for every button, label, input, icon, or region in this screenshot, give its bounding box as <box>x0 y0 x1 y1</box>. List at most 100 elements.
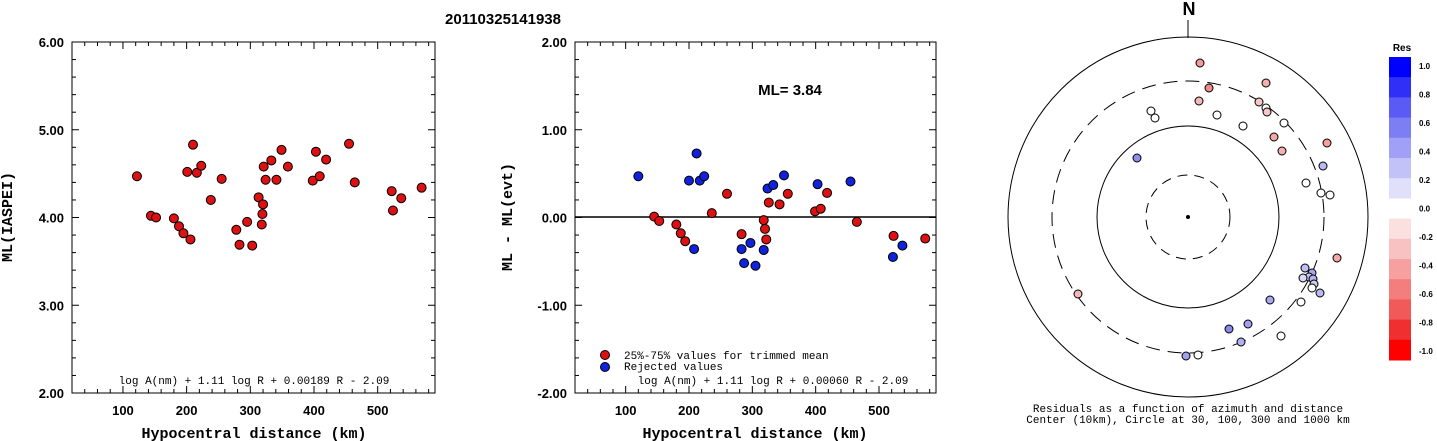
left-data-point <box>191 167 202 178</box>
middle-formula: log A(nm) + 1.11 log R + 0.00060 R - 2.0… <box>638 376 909 388</box>
colorbar-cell <box>1389 299 1411 321</box>
residual-accepted-point <box>851 216 862 227</box>
legend-blue-marker <box>600 362 610 372</box>
residual-rejected-point <box>897 240 908 251</box>
residual-rejected-point <box>812 179 823 190</box>
residual-rejected-point <box>758 244 769 255</box>
left-data-point <box>258 199 269 210</box>
colorbar-label: 0.2 <box>1419 176 1431 185</box>
left-data-point <box>257 208 268 219</box>
left-x-axis-label: Hypocentral distance (km) <box>141 426 366 441</box>
residual-accepted-point <box>888 230 899 241</box>
left-data-point <box>173 221 184 232</box>
left-data-point <box>396 193 407 204</box>
residual-accepted-point <box>920 233 931 244</box>
colorbar: Res 1.0 0.8 0.6 0.4 0.2 0.0 -0.2 -0.4 -0.6 -0.8 -1… <box>1389 43 1433 361</box>
colorbar-cell <box>1389 319 1411 341</box>
residual-rejected-point <box>745 237 756 248</box>
colorbar-label: 1.0 <box>1419 62 1431 71</box>
left-data-point <box>276 144 287 155</box>
station-residual-marker <box>1315 288 1325 298</box>
colorbar-cell <box>1389 137 1411 159</box>
colorbar-cell <box>1389 97 1411 119</box>
station-residual-marker <box>1332 253 1342 263</box>
colorbar-cell <box>1389 218 1411 240</box>
left-data-point <box>151 212 162 223</box>
colorbar-cell <box>1389 57 1411 78</box>
colorbar-label: -1.0 <box>1419 347 1433 356</box>
station-residual-marker <box>1298 273 1308 283</box>
middle-x-axis-label: Hypocentral distance (km) <box>642 426 867 441</box>
colorbar-label: 0.0 <box>1419 205 1431 214</box>
station-residual-marker <box>1262 107 1272 117</box>
ring-1000km <box>1007 36 1369 398</box>
station-residual-marker <box>1193 350 1203 360</box>
station-residual-marker <box>1224 324 1234 334</box>
colorbar-label: -0.2 <box>1419 233 1433 242</box>
legend-red-marker <box>600 350 610 360</box>
polar-points <box>1073 58 1342 361</box>
left-data-point <box>266 155 277 166</box>
station-residual-marker <box>1307 283 1317 293</box>
station-residual-marker <box>1296 297 1306 307</box>
station-residual-marker <box>1261 78 1271 88</box>
colorbar-labels: 1.0 0.8 0.6 0.4 0.2 0.0 -0.2 -0.4 -0.6 -0.8 -1.0 <box>1419 62 1433 356</box>
station-residual-marker <box>1204 83 1214 93</box>
left-formula: log A(nm) + 1.11 log R + 0.00189 R - 2.0… <box>119 376 390 388</box>
residual-rejected-point <box>736 244 747 255</box>
station-residual-marker <box>1276 331 1286 341</box>
left-panel: 6.00 5.00 4.00 3.00 2.00 100 200 300 400 500 ML(… <box>0 35 436 441</box>
ml-value-label: ML= 3.84 <box>758 82 822 99</box>
middle-points <box>633 148 931 271</box>
residual-accepted-point <box>675 228 686 239</box>
colorbar-label: -0.6 <box>1419 290 1433 299</box>
left-data-point <box>216 173 227 184</box>
colorbar-cells <box>1389 57 1411 361</box>
station-residual-marker <box>1132 153 1142 163</box>
left-ytick-label: 2.00 <box>39 386 64 401</box>
station-residual-marker <box>1236 337 1246 347</box>
left-data-point <box>188 139 198 150</box>
station-residual-marker <box>1181 351 1191 361</box>
left-ytick-label: 6.00 <box>39 35 64 50</box>
legend-blue-label: Rejected values <box>624 362 723 374</box>
left-data-point <box>271 174 282 185</box>
residual-rejected-point <box>750 260 761 271</box>
middle-xtick-label: 200 <box>678 403 700 418</box>
station-residual-marker <box>1150 113 1160 123</box>
residual-accepted-point <box>758 215 769 226</box>
colorbar-label: -0.8 <box>1419 319 1433 328</box>
residual-rejected-point <box>845 176 856 187</box>
residual-accepted-point <box>736 229 747 240</box>
left-xtick-label: 400 <box>303 403 325 418</box>
left-data-point <box>131 171 142 182</box>
residual-accepted-point <box>680 236 691 247</box>
colorbar-cell <box>1389 238 1411 260</box>
station-residual-marker <box>1212 110 1222 120</box>
left-data-point <box>196 160 207 171</box>
ring-100km <box>1096 125 1280 309</box>
middle-panel: 2.00 1.00 0.00 -1.00 -2.00 100 200 300 400 500 M… <box>500 35 937 441</box>
left-data-point <box>205 194 216 205</box>
residual-accepted-point <box>706 208 717 219</box>
colorbar-label: 0.8 <box>1419 91 1431 100</box>
left-data-point <box>387 205 398 216</box>
station-residual-marker <box>1254 97 1264 107</box>
station-residual-marker <box>1265 295 1275 305</box>
polar-caption-line2: Center (10km), Circle at 30, 100, 300 an… <box>1026 415 1350 427</box>
colorbar-cell <box>1389 339 1411 361</box>
residual-rejected-point <box>768 180 779 191</box>
residual-accepted-point <box>761 234 772 245</box>
left-y-ticks: 6.00 5.00 4.00 3.00 2.00 <box>39 35 435 401</box>
residual-rejected-point <box>689 244 700 255</box>
legend-red-label: 25%-75% values for trimmed mean <box>624 351 829 363</box>
station-residual-marker <box>1279 118 1289 128</box>
left-plot-frame <box>71 41 436 394</box>
ring-300km <box>1051 80 1325 354</box>
station-residual-marker <box>1325 190 1335 200</box>
left-data-point <box>178 228 189 239</box>
residual-accepted-point <box>763 197 774 208</box>
left-ytick-label: 3.00 <box>39 298 64 313</box>
residual-rejected-point <box>887 251 898 262</box>
left-data-point <box>242 216 253 227</box>
